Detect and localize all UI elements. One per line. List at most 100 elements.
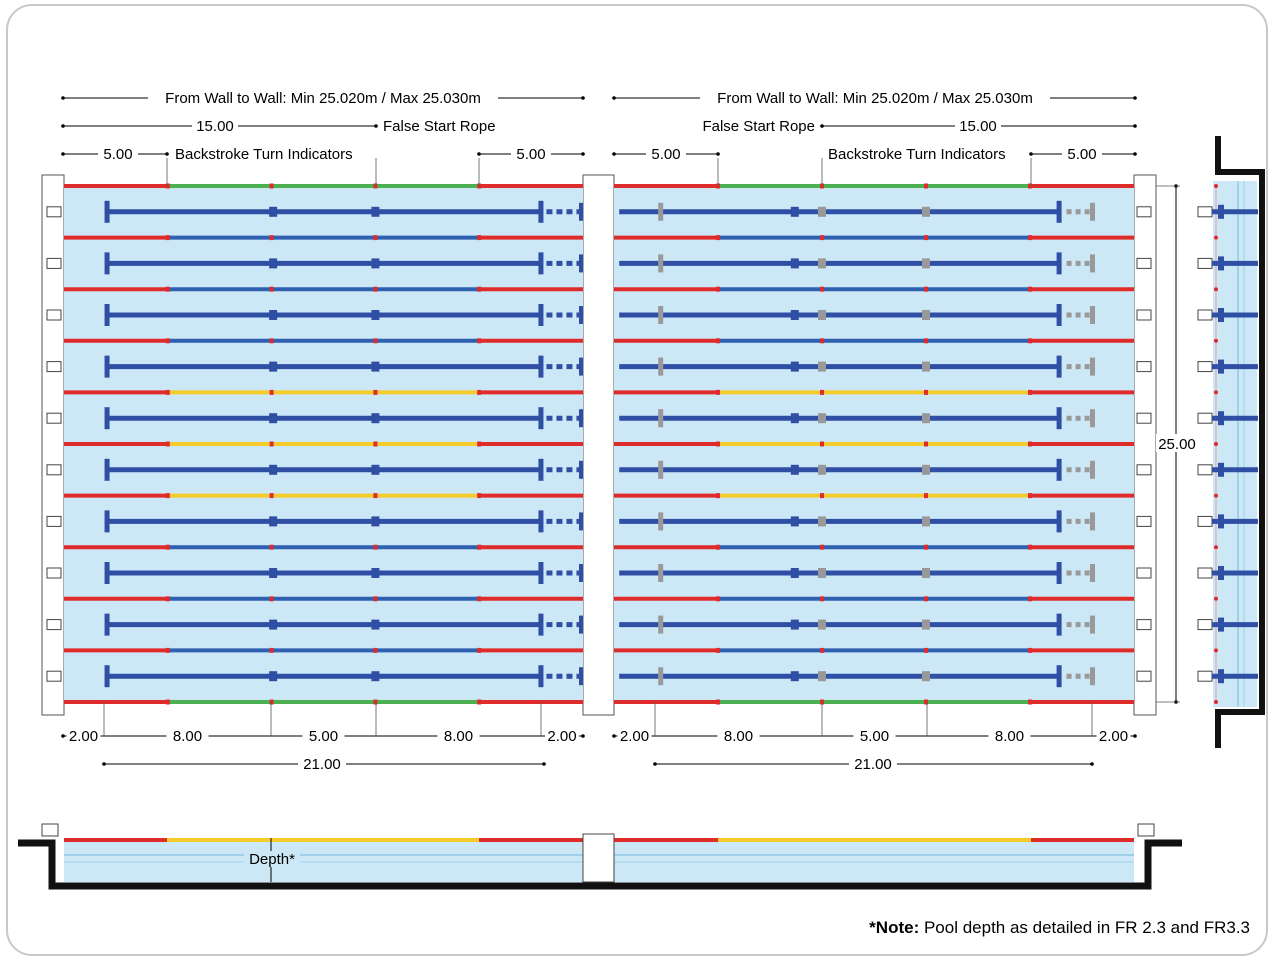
lane-wall-target — [579, 202, 583, 221]
rope-float — [1028, 493, 1032, 499]
left-wall — [41, 174, 65, 716]
lane-t-end — [1056, 304, 1062, 326]
lane-t-end — [538, 200, 544, 223]
lane-t-end — [538, 252, 544, 275]
lane-wall-target — [579, 460, 583, 479]
lane-t-end — [104, 355, 110, 378]
lane-grey-start — [658, 306, 664, 324]
rope-float — [477, 441, 482, 447]
dim-5-left-b-tick-start — [477, 152, 481, 156]
label-backstroke-right: Backstroke Turn Indicators — [828, 146, 1006, 163]
rope-float — [820, 544, 824, 550]
lane-marker — [269, 464, 278, 475]
rope-float — [820, 235, 824, 241]
lane-marker — [790, 568, 799, 578]
lane-grey-target — [1090, 667, 1095, 686]
lane-marker — [790, 619, 799, 630]
rope-float — [1028, 699, 1032, 705]
label-wall-to-wall-left: From Wall to Wall: Min 25.020m / Max 25.… — [165, 90, 481, 107]
rope-float — [716, 596, 720, 602]
lane-grey-marker — [922, 206, 930, 217]
lane-t-end — [104, 562, 110, 584]
label-5-left-b-bg — [511, 145, 551, 161]
rope-float — [269, 596, 274, 602]
dim-bottom-row-tick-end — [1133, 734, 1137, 738]
rope-float — [269, 286, 274, 292]
rope-float — [924, 338, 928, 344]
starting-block-right — [1136, 619, 1152, 631]
side-lane-end — [1218, 462, 1224, 477]
lane-wall-target — [579, 409, 583, 428]
lane-marker — [371, 413, 380, 424]
side-block — [1197, 412, 1213, 424]
side-block — [1197, 464, 1213, 476]
lane-marker — [269, 516, 278, 527]
rope-float — [716, 338, 720, 344]
label-15-right: 15.00 — [959, 118, 997, 135]
side-lane-end — [1218, 204, 1224, 219]
lane-grey-marker — [818, 258, 826, 269]
dim-5-right-a-tick-start — [612, 152, 616, 156]
section-tank-outline — [18, 839, 1182, 890]
lane-t-end — [1056, 665, 1062, 688]
rope-float — [924, 389, 928, 395]
dim-21-left-tick-end — [542, 762, 546, 766]
dim-wall-to-wall-left-tick-start — [61, 96, 65, 100]
side-float — [1214, 235, 1218, 240]
rope-float — [716, 286, 720, 292]
rope-float — [924, 493, 928, 499]
lane-marker — [790, 206, 799, 217]
side-float — [1214, 338, 1218, 343]
starting-block-left — [46, 567, 62, 579]
label-21-right: 21.00 — [854, 756, 892, 773]
rope-float — [820, 286, 824, 292]
rope-float — [373, 493, 378, 499]
side-block — [1197, 206, 1213, 218]
lane-t-end — [104, 407, 110, 430]
rope-float — [269, 441, 274, 447]
lane-marker — [371, 464, 380, 475]
label-5-right-b: 5.00 — [1067, 146, 1096, 163]
side-block — [1197, 515, 1213, 527]
label-bottom-d2-bg — [545, 727, 579, 743]
label-21-left: 21.00 — [303, 756, 341, 773]
label-false-start-left: False Start Rope — [383, 118, 496, 135]
label-depth: Depth* — [249, 851, 295, 868]
label-bottom-d8: 8.00 — [995, 728, 1024, 745]
side-lane-end — [1218, 669, 1224, 684]
note-bold: *Note: — [869, 918, 920, 937]
side-float — [1214, 648, 1218, 653]
starting-block-right — [1136, 361, 1152, 373]
lane-grey-marker — [818, 619, 826, 630]
rope-float — [820, 647, 824, 653]
dim-21-right-tick-start — [653, 762, 657, 766]
lane-marker — [790, 310, 799, 320]
rope-float — [716, 544, 720, 550]
side-float — [1214, 184, 1218, 188]
label-bottom-d2-bg — [66, 727, 101, 743]
lane-marker — [790, 413, 799, 424]
dimension-annotations: From Wall to Wall: Min 25.020m / Max 25.… — [61, 89, 1198, 773]
side-block — [1197, 619, 1213, 631]
dim-15-right-tick-end — [1133, 124, 1137, 128]
lane-grey-target — [1090, 512, 1095, 531]
lane-marker — [371, 619, 380, 630]
lane-wall-target — [579, 615, 583, 634]
rope-float — [1028, 596, 1032, 602]
lane-t-end — [104, 665, 110, 688]
label-25-bg — [1156, 434, 1198, 452]
starting-block-left — [46, 206, 62, 218]
note-text: Pool depth as detailed in FR 2.3 and FR3… — [919, 918, 1250, 937]
starting-block-left — [46, 361, 62, 373]
lane-grey-marker — [818, 413, 826, 424]
lane-grey-marker — [922, 310, 930, 320]
rope-float — [165, 441, 170, 447]
rope-float — [924, 596, 928, 602]
rope-float — [373, 235, 378, 241]
lane-grey-marker — [922, 258, 930, 269]
rope-float — [477, 544, 482, 550]
rope-float — [165, 493, 170, 499]
lane-marker — [269, 671, 278, 682]
depth-note: *Note: Pool depth as detailed in FR 2.3 … — [869, 918, 1250, 938]
rope-float — [477, 493, 482, 499]
